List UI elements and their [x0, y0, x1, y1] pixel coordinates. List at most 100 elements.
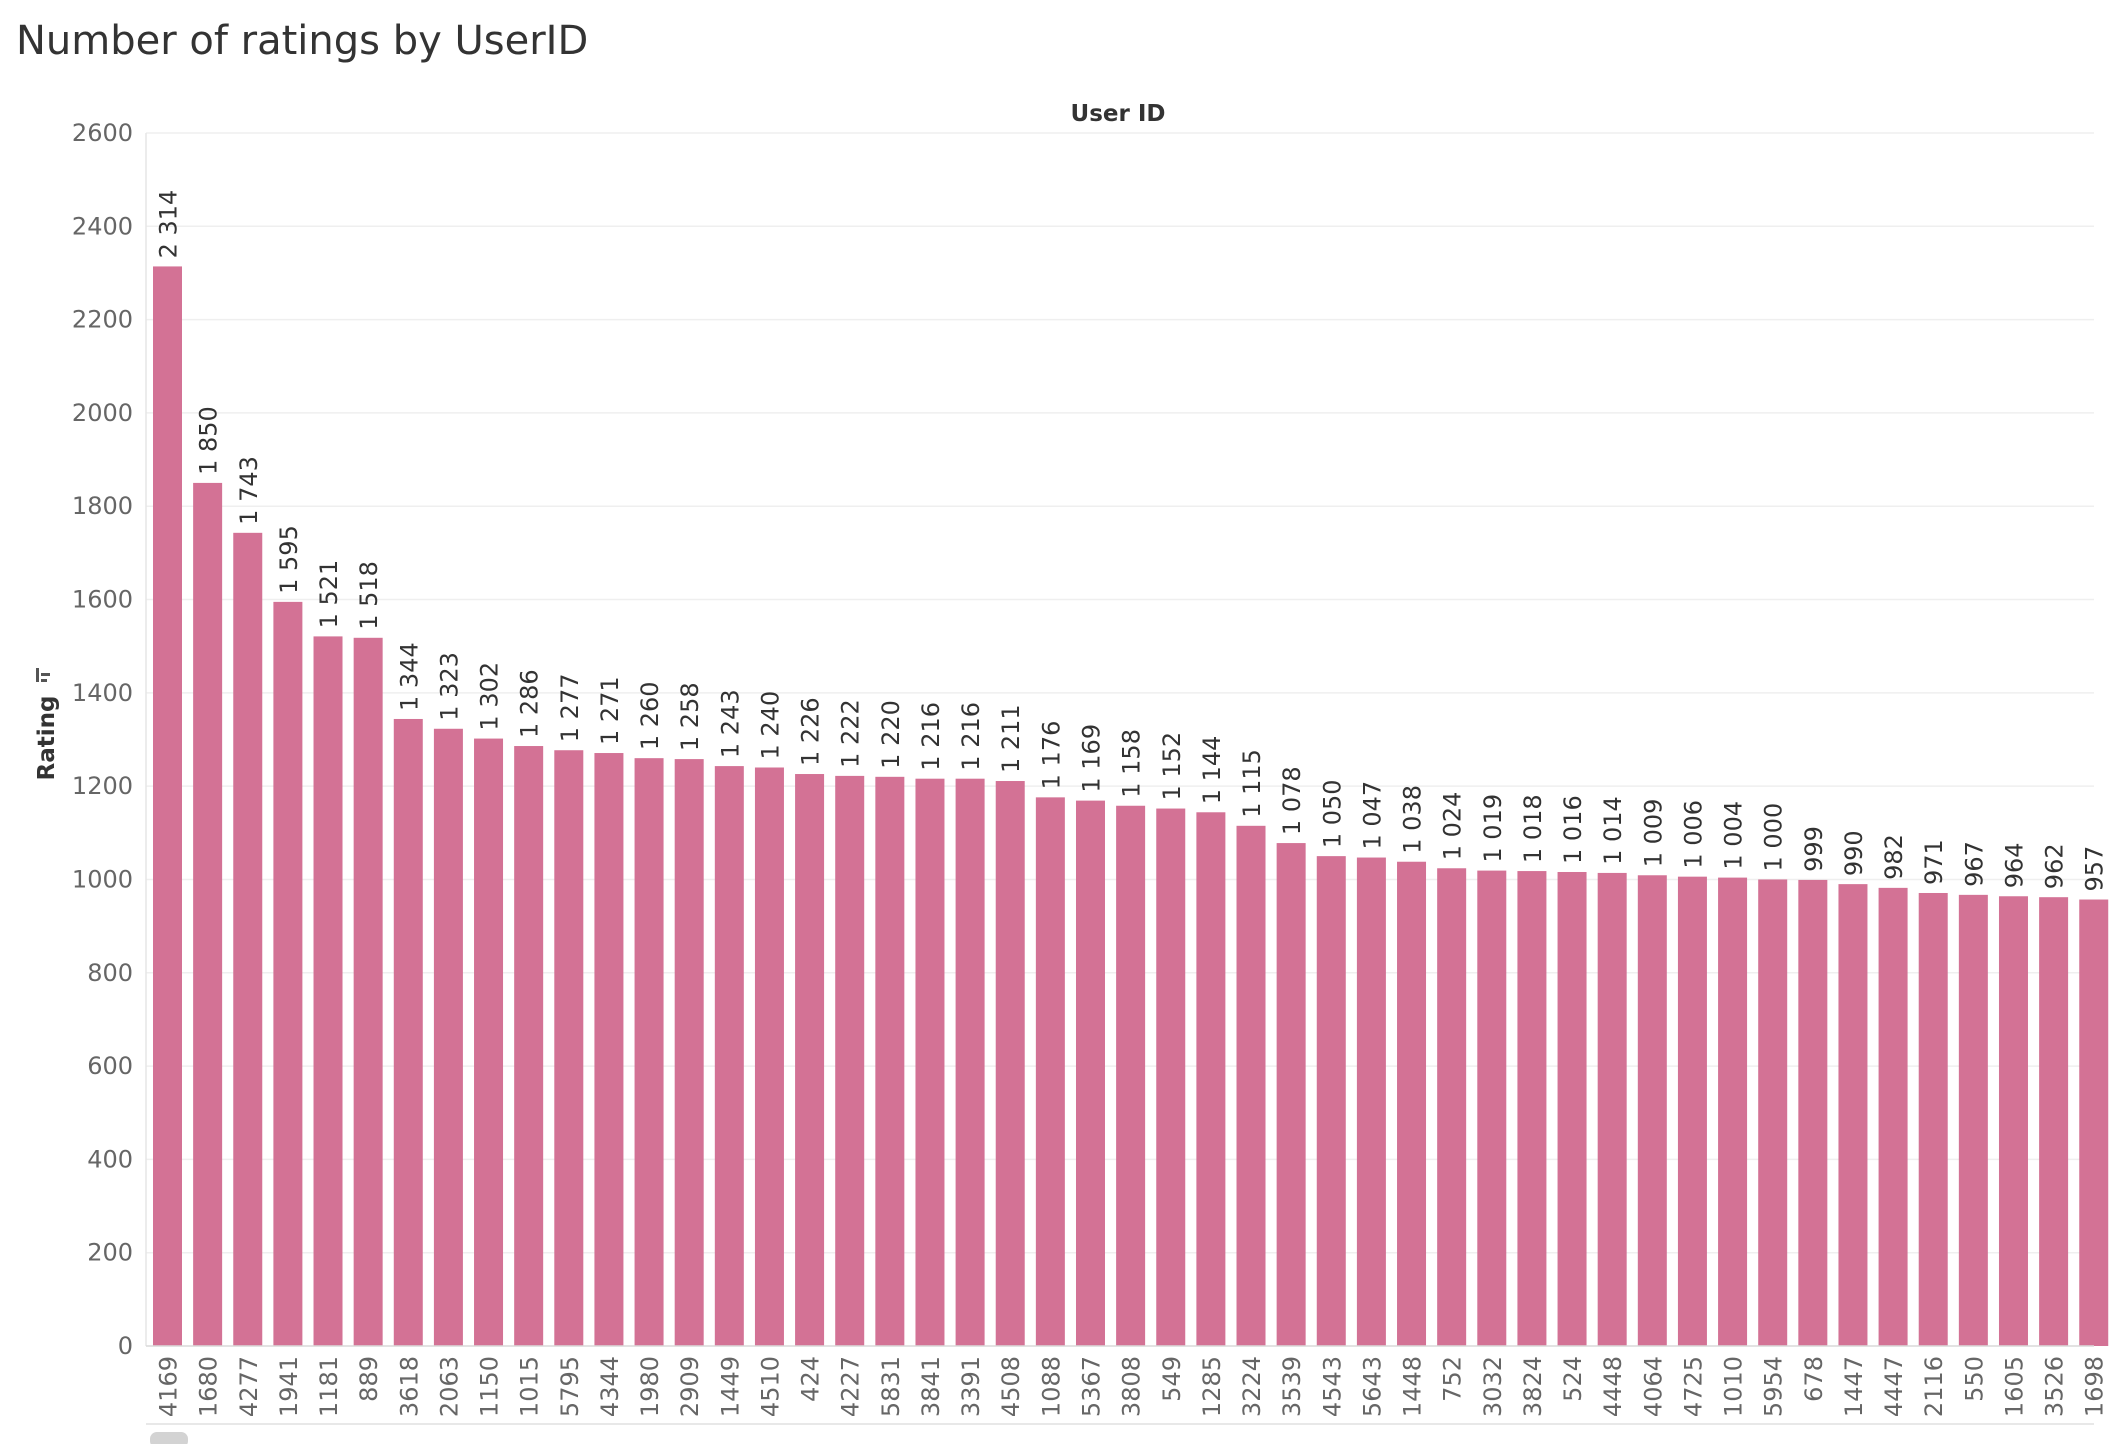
- bar[interactable]: [514, 746, 544, 1346]
- x-tick-label: 549: [1158, 1356, 1186, 1402]
- data-label: 1 743: [235, 456, 263, 525]
- data-label: 1 014: [1599, 796, 1627, 865]
- x-tick-label: 1150: [476, 1356, 504, 1417]
- bar[interactable]: [393, 718, 423, 1346]
- data-label: 1 176: [1037, 721, 1065, 790]
- bar[interactable]: [1998, 896, 2028, 1346]
- bar[interactable]: [1356, 857, 1386, 1346]
- y-tick-label: 1000: [72, 865, 133, 893]
- data-label: 1 047: [1358, 781, 1386, 850]
- bar[interactable]: [1557, 871, 1587, 1346]
- x-tick-label: 2116: [1920, 1356, 1948, 1417]
- data-label: 1 323: [435, 652, 463, 721]
- x-tick-label: 4064: [1639, 1356, 1667, 1417]
- data-label: 999: [1800, 826, 1828, 872]
- bar[interactable]: [1316, 856, 1346, 1346]
- bar[interactable]: [1276, 843, 1306, 1346]
- bar[interactable]: [1597, 872, 1627, 1346]
- data-label: 1 220: [877, 700, 905, 769]
- bar[interactable]: [995, 781, 1025, 1346]
- data-label: 2 314: [155, 190, 183, 259]
- data-label: 1 019: [1479, 794, 1507, 863]
- bar[interactable]: [353, 637, 383, 1346]
- page-title: Number of ratings by UserID: [16, 18, 589, 64]
- y-tick-label: 600: [87, 1052, 133, 1080]
- data-label: 1 000: [1760, 803, 1788, 872]
- bar[interactable]: [1075, 800, 1105, 1346]
- bar[interactable]: [594, 753, 624, 1346]
- bar[interactable]: [1397, 861, 1427, 1346]
- data-label: 1 595: [275, 525, 303, 594]
- bar[interactable]: [474, 738, 504, 1346]
- x-tick-label: 5954: [1760, 1356, 1788, 1417]
- data-label: 1 016: [1559, 795, 1587, 864]
- bar[interactable]: [433, 728, 463, 1346]
- bar[interactable]: [273, 601, 303, 1346]
- x-tick-label: 5367: [1077, 1356, 1105, 1417]
- bar[interactable]: [1477, 870, 1507, 1346]
- x-tick-label: 678: [1800, 1356, 1828, 1402]
- bar[interactable]: [1677, 876, 1707, 1346]
- x-tick-label: 2063: [435, 1356, 463, 1417]
- bar[interactable]: [1718, 877, 1748, 1346]
- bar[interactable]: [153, 266, 182, 1347]
- x-tick-label: 3539: [1278, 1356, 1306, 1417]
- bar[interactable]: [2039, 897, 2069, 1346]
- data-label: 1 152: [1158, 732, 1186, 801]
- data-label: 1 004: [1720, 801, 1748, 870]
- data-label: 964: [2000, 842, 2028, 888]
- data-label: 1 216: [917, 702, 945, 771]
- x-tick-label: 4543: [1318, 1356, 1346, 1417]
- bar[interactable]: [915, 778, 945, 1346]
- y-tick-label: 1400: [72, 679, 133, 707]
- bar[interactable]: [1236, 825, 1266, 1346]
- bar[interactable]: [835, 775, 865, 1346]
- bar[interactable]: [1958, 894, 1988, 1346]
- bar[interactable]: [1637, 875, 1667, 1346]
- bar[interactable]: [1878, 887, 1908, 1346]
- x-axis-title: User ID: [1071, 101, 1166, 127]
- bar[interactable]: [674, 759, 704, 1346]
- bar[interactable]: [2079, 899, 2109, 1346]
- x-tick-label: 550: [1960, 1356, 1988, 1402]
- x-tick-label: 4510: [756, 1356, 784, 1417]
- x-tick-label: 1941: [275, 1356, 303, 1417]
- bar[interactable]: [1798, 879, 1828, 1346]
- horizontal-scrollbar[interactable]: [146, 1423, 2096, 1444]
- bar[interactable]: [1838, 884, 1868, 1346]
- bar[interactable]: [1156, 808, 1186, 1346]
- data-label: 990: [1840, 830, 1868, 876]
- bar[interactable]: [1437, 868, 1467, 1346]
- bar[interactable]: [554, 750, 584, 1346]
- x-tick-label: 1181: [315, 1356, 343, 1417]
- bar[interactable]: [1758, 879, 1788, 1346]
- sort-icon[interactable]: [36, 668, 50, 682]
- bar[interactable]: [955, 778, 985, 1346]
- bar[interactable]: [313, 636, 343, 1346]
- y-tick-label: 400: [87, 1145, 133, 1173]
- bar[interactable]: [1116, 805, 1146, 1346]
- bar[interactable]: [754, 767, 784, 1346]
- data-label: 1 024: [1439, 792, 1467, 861]
- bar[interactable]: [634, 758, 664, 1346]
- bar[interactable]: [1035, 797, 1065, 1346]
- x-tick-label: 1447: [1840, 1356, 1868, 1417]
- x-tick-label: 5643: [1358, 1356, 1386, 1417]
- bar[interactable]: [795, 774, 825, 1346]
- x-tick-label: 1088: [1037, 1356, 1065, 1417]
- data-label: 1 216: [957, 702, 985, 771]
- bar[interactable]: [714, 766, 744, 1346]
- bar[interactable]: [233, 532, 263, 1346]
- x-tick-label: 1980: [636, 1356, 664, 1417]
- scrollbar-thumb[interactable]: [150, 1432, 188, 1444]
- y-tick-label: 2600: [72, 119, 133, 147]
- bar[interactable]: [1517, 871, 1547, 1346]
- bar[interactable]: [1918, 892, 1948, 1346]
- bar[interactable]: [875, 776, 905, 1346]
- data-label: 1 222: [837, 699, 865, 768]
- scrollbar-track[interactable]: [146, 1424, 2096, 1444]
- x-tick-label: 1605: [2000, 1356, 2028, 1417]
- bar[interactable]: [193, 482, 223, 1347]
- bar[interactable]: [1196, 812, 1226, 1346]
- y-tick-label: 2400: [72, 212, 133, 240]
